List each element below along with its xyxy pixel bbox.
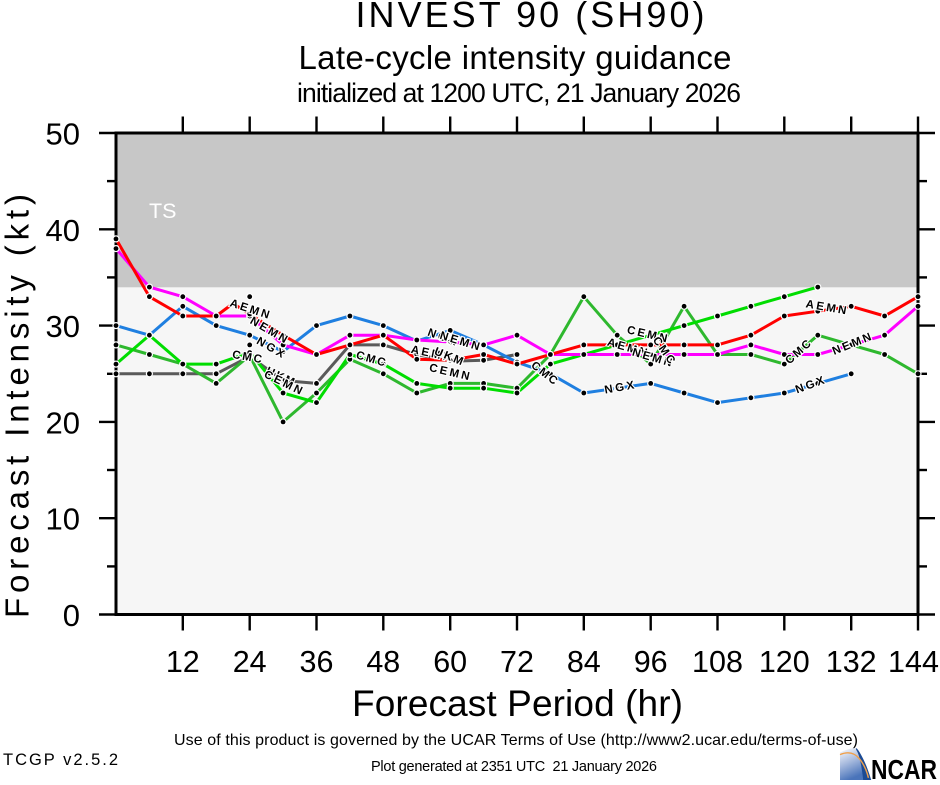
svg-text:24: 24	[233, 645, 267, 679]
svg-text:20: 20	[46, 405, 80, 440]
svg-text:120: 120	[759, 645, 810, 679]
svg-text:72: 72	[500, 645, 534, 679]
svg-text:TS: TS	[149, 199, 176, 223]
svg-text:Forecast Period (hr): Forecast Period (hr)	[352, 683, 683, 724]
svg-text:0: 0	[63, 598, 80, 633]
svg-text:10: 10	[46, 502, 80, 537]
svg-text:12: 12	[166, 645, 200, 679]
svg-text:Use of this product is governe: Use of this product is governed by the U…	[174, 732, 858, 749]
svg-text:Late-cycle intensity guidance: Late-cycle intensity guidance	[299, 39, 732, 76]
svg-text:40: 40	[46, 213, 80, 248]
svg-text:84: 84	[567, 645, 601, 679]
svg-text:50: 50	[46, 117, 80, 152]
svg-text:30: 30	[46, 309, 80, 344]
svg-text:initialized at 1200 UTC, 21 Ja: initialized at 1200 UTC, 21 January 2026	[297, 78, 741, 108]
svg-text:96: 96	[634, 645, 668, 679]
svg-text:48: 48	[366, 645, 400, 679]
svg-text:Forecast Intensity (kt): Forecast Intensity (kt)	[0, 194, 36, 618]
svg-text:144: 144	[888, 645, 939, 679]
svg-text:INVEST 90 (SH90): INVEST 90 (SH90)	[356, 0, 705, 35]
svg-text:108: 108	[692, 645, 743, 679]
svg-text:NCAR: NCAR	[871, 754, 937, 780]
svg-text:60: 60	[433, 645, 467, 679]
svg-text:Plot generated at 2351 UTC 21: Plot generated at 2351 UTC 21 January 20…	[371, 759, 657, 775]
svg-text:132: 132	[826, 645, 877, 679]
svg-text:36: 36	[300, 645, 334, 679]
